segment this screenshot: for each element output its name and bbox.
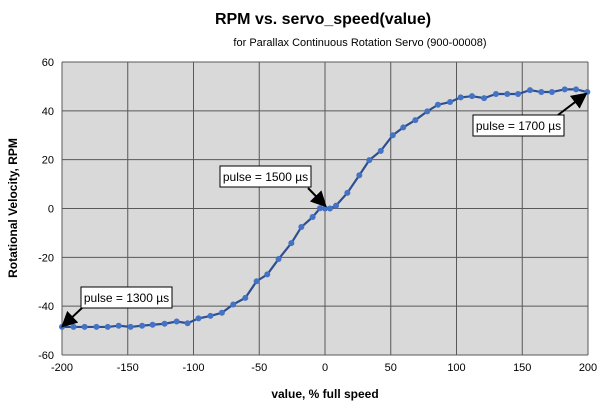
data-point bbox=[230, 301, 237, 308]
data-point bbox=[504, 90, 511, 97]
data-point bbox=[469, 93, 476, 100]
chart-subtitle: for Parallax Continuous Rotation Servo (… bbox=[233, 37, 486, 49]
annotation-text: pulse = 1500 µs bbox=[223, 170, 308, 184]
data-point bbox=[389, 132, 396, 139]
data-point bbox=[481, 95, 488, 102]
x-tick-label: -50 bbox=[251, 362, 267, 374]
annotation-arrow bbox=[307, 187, 327, 208]
data-point bbox=[326, 205, 333, 212]
x-tick-label: 0 bbox=[322, 362, 328, 374]
data-point bbox=[309, 214, 316, 221]
data-point bbox=[93, 323, 100, 330]
annotation-callout: pulse = 1300 µs bbox=[61, 286, 173, 328]
annotation-box bbox=[472, 114, 565, 137]
chart-title: RPM vs. servo_speed(value) bbox=[215, 11, 431, 28]
data-point bbox=[515, 90, 522, 97]
data-point bbox=[242, 294, 249, 301]
data-point bbox=[161, 320, 168, 327]
x-tick-label: 150 bbox=[513, 362, 531, 374]
data-point bbox=[115, 322, 122, 329]
data-point bbox=[195, 315, 202, 322]
data-point bbox=[434, 101, 441, 108]
data-point bbox=[584, 89, 591, 96]
data-point bbox=[344, 189, 351, 196]
annotation-text: pulse = 1700 µs bbox=[476, 119, 561, 133]
data-point bbox=[207, 312, 214, 319]
data-point bbox=[527, 87, 534, 94]
data-point bbox=[253, 278, 260, 285]
x-tick-label: -200 bbox=[51, 362, 73, 374]
data-point bbox=[573, 86, 580, 93]
y-tick-label: -60 bbox=[38, 350, 54, 362]
data-point bbox=[127, 323, 134, 330]
data-point bbox=[457, 94, 464, 101]
data-point bbox=[366, 157, 373, 164]
data-point bbox=[492, 90, 499, 97]
y-tick-label: 20 bbox=[42, 155, 54, 167]
x-axis-label: value, % full speed bbox=[271, 387, 378, 401]
annotation-text: pulse = 1300 µs bbox=[84, 291, 169, 305]
data-point bbox=[218, 309, 225, 316]
data-point bbox=[139, 322, 146, 329]
data-point bbox=[333, 202, 340, 209]
data-point bbox=[538, 89, 545, 96]
data-point bbox=[447, 99, 454, 106]
annotation-callout: pulse = 1500 µs bbox=[219, 165, 327, 208]
y-tick-label: -40 bbox=[38, 301, 54, 313]
annotation-box bbox=[80, 286, 173, 309]
data-point bbox=[400, 124, 407, 131]
x-tick-label: -100 bbox=[182, 362, 204, 374]
annotation-callout: pulse = 1700 µs bbox=[472, 92, 588, 137]
data-point bbox=[377, 147, 384, 154]
data-point bbox=[356, 172, 363, 179]
annotation-arrow bbox=[61, 306, 84, 328]
data-point bbox=[275, 256, 282, 263]
data-point bbox=[184, 320, 191, 327]
data-point bbox=[561, 86, 568, 93]
x-tick-label: 50 bbox=[385, 362, 397, 374]
data-point bbox=[149, 321, 156, 328]
data-point bbox=[104, 323, 111, 330]
annotation-box bbox=[219, 165, 312, 188]
data-point bbox=[424, 108, 431, 115]
y-tick-label: -20 bbox=[38, 252, 54, 264]
x-tick-label: -150 bbox=[117, 362, 139, 374]
y-tick-label: 60 bbox=[42, 57, 54, 69]
data-point bbox=[288, 240, 295, 247]
data-point bbox=[412, 117, 419, 124]
y-axis-label: Rotational Velocity, RPM bbox=[6, 138, 20, 278]
data-point bbox=[548, 89, 555, 96]
data-point bbox=[70, 323, 77, 330]
data-point bbox=[81, 323, 88, 330]
data-point bbox=[173, 318, 180, 325]
data-point bbox=[264, 271, 271, 278]
y-tick-label: 0 bbox=[48, 204, 54, 216]
y-tick-label: 40 bbox=[42, 106, 54, 118]
data-point bbox=[298, 224, 305, 231]
x-tick-label: 200 bbox=[579, 362, 597, 374]
annotation-arrow bbox=[557, 92, 588, 116]
x-tick-label: 100 bbox=[447, 362, 465, 374]
